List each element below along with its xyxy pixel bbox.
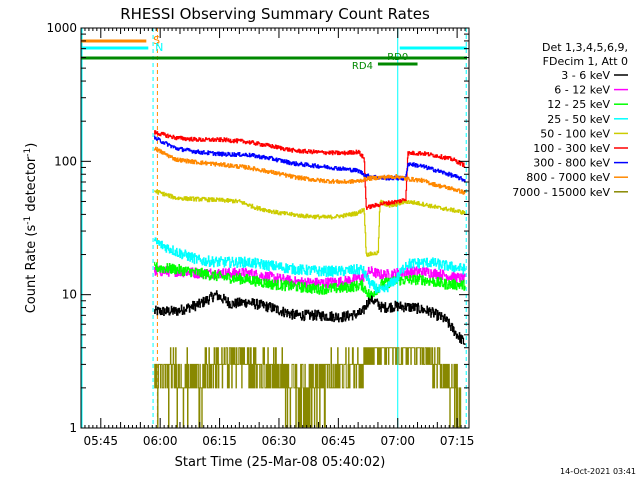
legend-label-5: 50 - 100 keV [540,127,610,140]
annotation-n: N [155,41,163,54]
legend-label-1: 3 - 6 keV [561,69,610,82]
y-tick-label: 1 [69,421,77,435]
legend: Det 1,3,4,5,6,9,FDecim 1, Att 03 - 6 keV… [512,41,628,199]
legend-label-2: 6 - 12 keV [554,84,610,97]
x-tick-label: 06:15 [202,434,237,448]
x-axis-label: Start Time (25-Mar-08 05:40:02) [175,455,386,470]
x-tick-label: 07:00 [380,434,415,448]
legend-label-8: 800 - 7000 keV [526,171,610,184]
annotation-s: S [153,34,160,47]
annotation-rd0: RD0 [387,52,408,63]
legend-label-7: 300 - 800 keV [533,157,610,170]
legend-header-line: Det 1,3,4,5,6,9, [542,41,628,54]
axes: 1 10 100 1000 05:45 06:00 06:15 06:30 06:45 07:00… [46,21,474,448]
chart-title: RHESSI Observing Summary Count Rates [120,5,430,23]
legend-label-6: 100 - 300 keV [533,142,610,155]
annotation-rd4: RD4 [352,61,373,72]
x-tick-label: 06:30 [262,434,297,448]
series-line-8 [154,146,466,195]
y-tick-label: 100 [54,154,77,168]
x-tick-label: 07:15 [440,434,475,448]
x-tick-label: 06:00 [143,434,178,448]
series-line-9 [154,347,462,428]
y-tick-label: 1000 [46,21,77,35]
series-line-6 [154,130,466,210]
x-tick-label: 06:45 [321,434,356,448]
legend-label-9: 7000 - 15000 keV [512,186,610,199]
series-line-4 [154,237,466,294]
y-tick-label: 10 [62,288,77,302]
y-axis-label: Count Rate (s-1 detector-1) [23,143,39,314]
series-line-3 [154,261,466,299]
legend-header-line: FDecim 1, Att 0 [543,55,628,68]
legend-label-4: 25 - 50 keV [547,113,610,126]
series-line-5 [154,189,466,257]
series-line-1 [154,290,466,345]
footer-timestamp: 14-Oct-2021 03:41 [560,467,636,476]
series-line-7 [154,135,466,183]
plot-area: SN RD0 RD4 [81,28,467,428]
legend-label-3: 12 - 25 keV [547,98,610,111]
x-tick-label: 05:45 [83,434,118,448]
